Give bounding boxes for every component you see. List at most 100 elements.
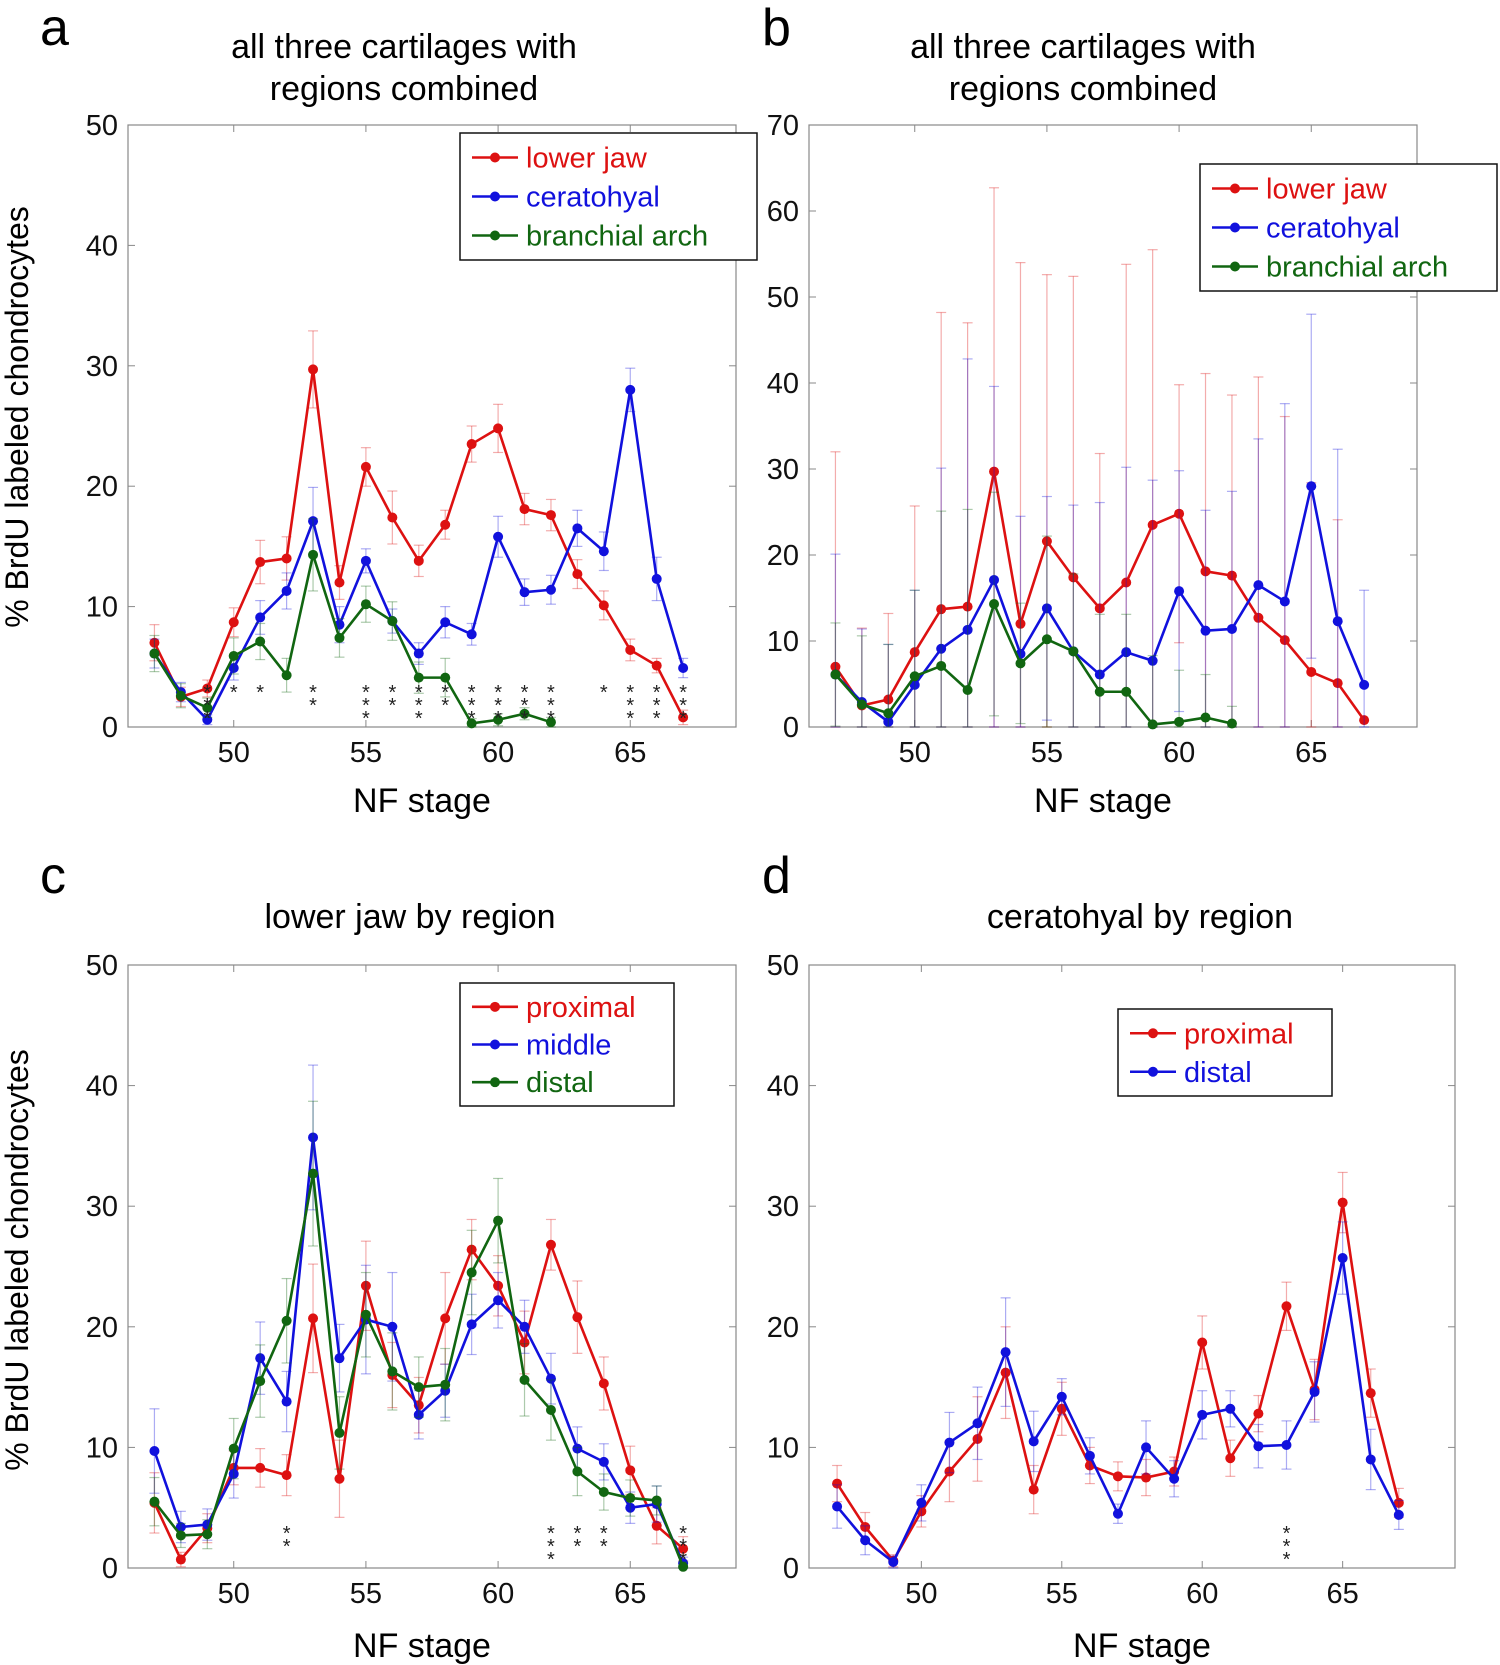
panel-b-series-lower-jaw-point [883, 694, 894, 705]
panel-a-ytick-label: 50 [86, 110, 118, 142]
panel-b-series-ceratohyal-point [1332, 616, 1343, 627]
panel-b-ytick-label: 10 [767, 626, 799, 658]
panel-d-xtick-label: 65 [1327, 1578, 1359, 1610]
panel-a-significance-star: * [468, 708, 476, 730]
panel-a-significance-star: * [468, 682, 476, 704]
panel-c-legend-marker [490, 1039, 500, 1050]
panel-a-series-lower-jaw-point [334, 577, 345, 588]
panel-d-series-proximal-point [1281, 1301, 1292, 1312]
panel-a-series-ceratohyal-point [572, 523, 583, 534]
panel-a-ytick-label: 40 [86, 230, 118, 262]
panel-c-series-middle-point [413, 1409, 424, 1420]
panel-d-significance-mark: *** [1283, 1523, 1291, 1571]
panel-a-series-lower-jaw-point [387, 512, 398, 523]
panel-c-significance-star: * [679, 1549, 687, 1571]
panel-d-legend-marker [1148, 1066, 1158, 1077]
panel-a-legend-marker [490, 191, 500, 202]
panel-b-series-branchial-arch-point [962, 685, 973, 696]
panel-b-series-branchial-arch-point [1174, 716, 1185, 727]
panel-a-significance-mark: *** [415, 682, 423, 730]
panel-d-legend-label: distal [1184, 1057, 1252, 1089]
panel-a-significance-mark: *** [203, 682, 211, 730]
panel-a-significance-star: * [309, 682, 317, 704]
panel-d-series-distal [832, 1221, 1404, 1569]
panel-a-title-line1: all three cartilages with [231, 28, 577, 66]
panel-b-series-branchial-arch-point [883, 708, 894, 719]
panel-a-letter: a [40, 0, 69, 57]
panel-d-frame [808, 964, 1456, 1569]
panel-b-series-ceratohyal-point [989, 574, 1000, 585]
panel-d-series-proximal-point [1056, 1403, 1067, 1414]
panel-a-series-branchial-arch-point [202, 702, 213, 713]
panel-c-series-proximal-point [598, 1378, 609, 1389]
panel-a-series-ceratohyal-point [651, 573, 662, 584]
panel-b-series-ceratohyal-errorbar [1068, 504, 1079, 728]
panel-b-legend-marker [1230, 183, 1240, 194]
panel-b-frame [808, 124, 1418, 728]
panel-c-series-middle-point [493, 1295, 504, 1306]
panel-c-ytick-label: 10 [86, 1432, 118, 1464]
panel-a-significance-star: * [415, 682, 423, 704]
panel-b-series-lower-jaw-errorbar [962, 322, 973, 728]
panel-b-series-branchial-arch-point [1200, 712, 1211, 723]
panel-a-legend-marker [490, 230, 500, 241]
panel-a-significance-star: * [521, 682, 529, 704]
panel-b-legend-label: lower jaw [1266, 174, 1388, 206]
panel-c-ytick-label: 30 [86, 1191, 118, 1223]
panel-a-xtick-label: 60 [482, 737, 514, 769]
panel-c-series-distal-point [572, 1466, 583, 1477]
panel-d-series-distal-point [1197, 1409, 1208, 1420]
panel-b-series-ceratohyal-errorbar [1200, 509, 1211, 728]
panel-a-significance-mark: *** [521, 682, 529, 730]
panel-c-ytick-label: 40 [86, 1071, 118, 1103]
panel-b-series-lower-jaw-errorbar [1200, 372, 1211, 728]
panel-b-series-branchial-arch-point [936, 660, 947, 671]
panel-c-series-middle-point [175, 1521, 186, 1532]
panel-b-ytick-label: 50 [767, 282, 799, 314]
panel-a-significance-star: * [679, 708, 687, 730]
panel-c-significance-mark: *** [547, 1523, 555, 1571]
panel-a-series-lower-jaw-point [149, 637, 160, 648]
panel-c-xtick-label: 65 [614, 1578, 646, 1610]
panel-d-series-proximal-point [1393, 1497, 1404, 1508]
panel-a-xlabel: NF stage [353, 782, 491, 820]
panel-d-xlabel: NF stage [1073, 1627, 1211, 1665]
panel-b-ytick-label: 70 [767, 110, 799, 142]
panel-b-series-branchial-arch-point [1094, 686, 1105, 697]
panel-b-series-lower-jaw-point [1332, 678, 1343, 689]
panel-b-xtick-label: 60 [1163, 737, 1195, 769]
panel-b-series-branchial-arch-point [830, 669, 841, 680]
panel-a-series-ceratohyal-point [360, 555, 371, 566]
panel-b-series-lower-jaw-errorbar [936, 311, 947, 728]
panel-a-series-lower-jaw-point [360, 461, 371, 472]
panel-a-significance-star: * [388, 695, 396, 717]
panel-c-series-proximal-point [440, 1313, 451, 1324]
panel-c-series-distal-point [334, 1427, 345, 1438]
panel-b-series-ceratohyal-point [1306, 481, 1317, 492]
panel-a-significance-mark: * [256, 682, 264, 704]
panel-b-series-ceratohyal-point [1094, 669, 1105, 680]
panel-c-series-distal-point [149, 1496, 160, 1507]
panel-b-series-ceratohyal-errorbar [1015, 515, 1026, 728]
panel-a-significance-mark: * [600, 682, 608, 704]
panel-d-legend-label: proximal [1184, 1018, 1294, 1050]
panel-b-series-ceratohyal-errorbar [989, 385, 1000, 728]
panel-b-title-line1: all three cartilages with [910, 28, 1256, 66]
panel-c-series-distal-point [678, 1561, 689, 1572]
panel-d-ytick-label: 10 [767, 1432, 799, 1464]
panel-d-series-distal-point [972, 1418, 983, 1429]
panel-a-significance-star: * [653, 708, 661, 730]
panel-c-letter: c [40, 847, 66, 905]
panel-c-series-distal-point [202, 1529, 213, 1540]
panel-a-series-branchial-arch-point [334, 632, 345, 643]
panel-a-series-lower-jaw-point [413, 555, 424, 566]
panel-a-series-ceratohyal-point [413, 648, 424, 659]
panel-d-letter: d [762, 847, 791, 905]
panel-a-title-line2: regions combined [270, 70, 538, 108]
panel-c-series-distal-point [466, 1267, 477, 1278]
panel-b-series-branchial-arch-errorbar [909, 589, 920, 728]
panel-c-significance-mark: *** [679, 1523, 687, 1571]
panel-c-series-middle-point [149, 1446, 160, 1457]
panel-b-series-branchial-arch-point [856, 699, 867, 710]
panel-b-letter: b [762, 0, 791, 57]
